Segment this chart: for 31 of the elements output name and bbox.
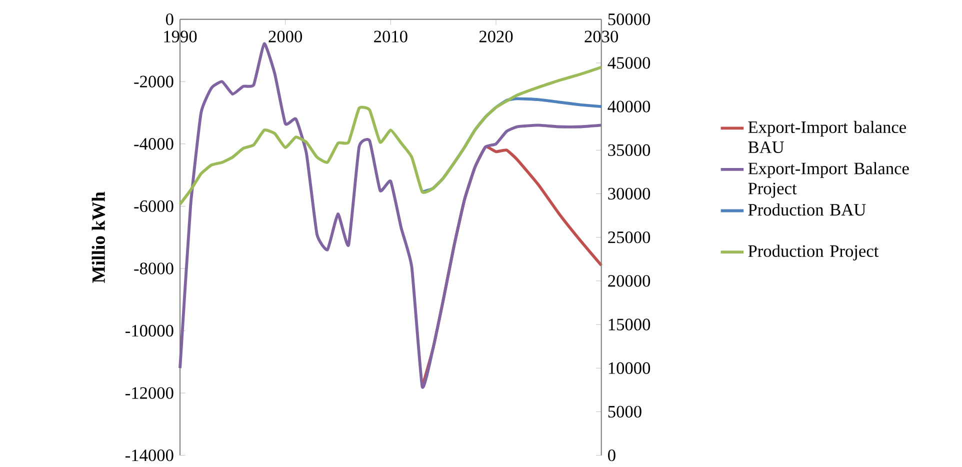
y-tick-label: -2000 xyxy=(134,76,174,88)
y-tick-label: -12000 xyxy=(126,387,174,399)
x-tick-label: 1990 xyxy=(164,30,197,42)
y2-tick-label: 0 xyxy=(608,450,616,462)
y-tick-label: -8000 xyxy=(134,262,174,274)
y2-tick-label: 40000 xyxy=(608,100,650,112)
y2-tick-label: 30000 xyxy=(608,188,650,200)
y2-tick-label: 25000 xyxy=(608,232,650,244)
y-tick-label: -4000 xyxy=(134,138,174,150)
y-tick-label: 0 xyxy=(166,14,174,26)
legend-label: Production Project xyxy=(748,244,879,260)
y2-tick-label: 45000 xyxy=(608,57,650,69)
legend-label: Export-Import balance BAU xyxy=(748,120,906,154)
x-tick-label: 2020 xyxy=(479,30,513,42)
legend-label: Production BAU xyxy=(748,203,866,216)
y-tick-label: -14000 xyxy=(126,450,174,462)
line-series xyxy=(178,66,603,206)
y2-tick-label: 20000 xyxy=(608,275,650,287)
y-tick-label: -10000 xyxy=(126,324,174,337)
x-tick-label: 2010 xyxy=(374,30,408,42)
y2-tick-label: 5000 xyxy=(608,406,642,418)
x-tick-label: 2000 xyxy=(268,30,302,42)
y2-tick-label: 10000 xyxy=(608,362,650,374)
y-axis-title: Millio kWh xyxy=(92,192,106,283)
legend-label: Export-Import Balance Project xyxy=(748,162,909,198)
y2-tick-label: 50000 xyxy=(608,14,650,26)
y2-tick-label: 35000 xyxy=(608,144,650,156)
x-tick-label: 2030 xyxy=(584,30,618,42)
y-tick-label: -6000 xyxy=(134,200,174,212)
line-series xyxy=(178,42,603,388)
y2-tick-label: 15000 xyxy=(608,318,650,330)
